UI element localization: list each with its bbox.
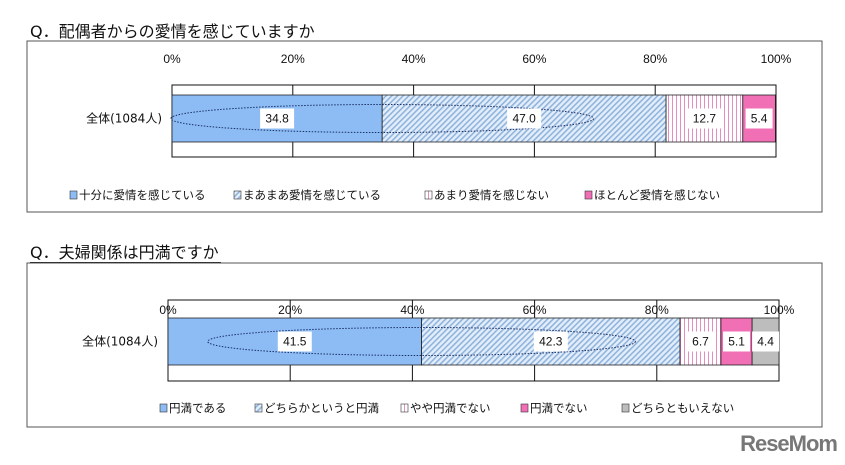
data-label: 5.4 [751, 112, 768, 126]
data-label-bg [686, 331, 714, 352]
data-label-bg [277, 331, 312, 352]
legend-label: 円満でない [530, 401, 588, 415]
data-label-bg [745, 108, 773, 129]
category-label: 全体(1084人) [86, 111, 162, 126]
x-tick-label: 80% [643, 52, 667, 66]
data-label: 41.5 [283, 335, 307, 349]
data-label: 5.1 [728, 335, 745, 349]
highlight-ellipse [170, 104, 595, 133]
resemom-logo: ReseMom [740, 431, 838, 456]
x-tick-label: 60% [522, 52, 546, 66]
data-label: 6.7 [692, 335, 709, 349]
data-label: 47.0 [512, 112, 536, 126]
legend-label: 十分に愛情を感じている [79, 188, 206, 202]
legend-label: どちらともいえない [631, 401, 734, 415]
legend-swatch [621, 403, 630, 413]
legend-swatch [159, 403, 168, 413]
data-label-bg [723, 331, 751, 352]
data-label: 4.4 [757, 335, 774, 349]
legend-swatch [233, 190, 242, 200]
x-tick-label: 40% [402, 52, 426, 66]
data-label-bg [752, 331, 780, 352]
data-label: 42.3 [539, 335, 563, 349]
legend-label: まあまあ愛情を感じている [243, 188, 381, 202]
legend-swatch [424, 190, 433, 200]
data-label-bg [260, 108, 295, 129]
legend-swatch [584, 190, 593, 200]
x-tick-label: 20% [281, 52, 305, 66]
legend-swatch [400, 403, 409, 413]
legend-swatch [254, 403, 263, 413]
data-label: 12.7 [693, 112, 717, 126]
data-label: 34.8 [265, 112, 289, 126]
category-label: 全体(1084人) [82, 334, 158, 349]
legend-swatch [520, 403, 529, 413]
x-tick-label: 100% [761, 52, 792, 66]
legend-label: 円満である [169, 401, 226, 415]
legend-label: ほとんど愛情を感じない [594, 188, 720, 202]
legend-label: あまり愛情を感じない [434, 188, 549, 202]
data-label-bg [533, 331, 568, 352]
x-tick-label: 0% [163, 52, 181, 66]
highlight-ellipse [207, 327, 636, 356]
legend-swatch [69, 190, 78, 200]
legend-label: やや円満でない [410, 401, 491, 415]
data-label-bg [687, 108, 722, 129]
legend-label: どちらかというと円満 [264, 401, 379, 415]
data-label-bg [507, 108, 542, 129]
